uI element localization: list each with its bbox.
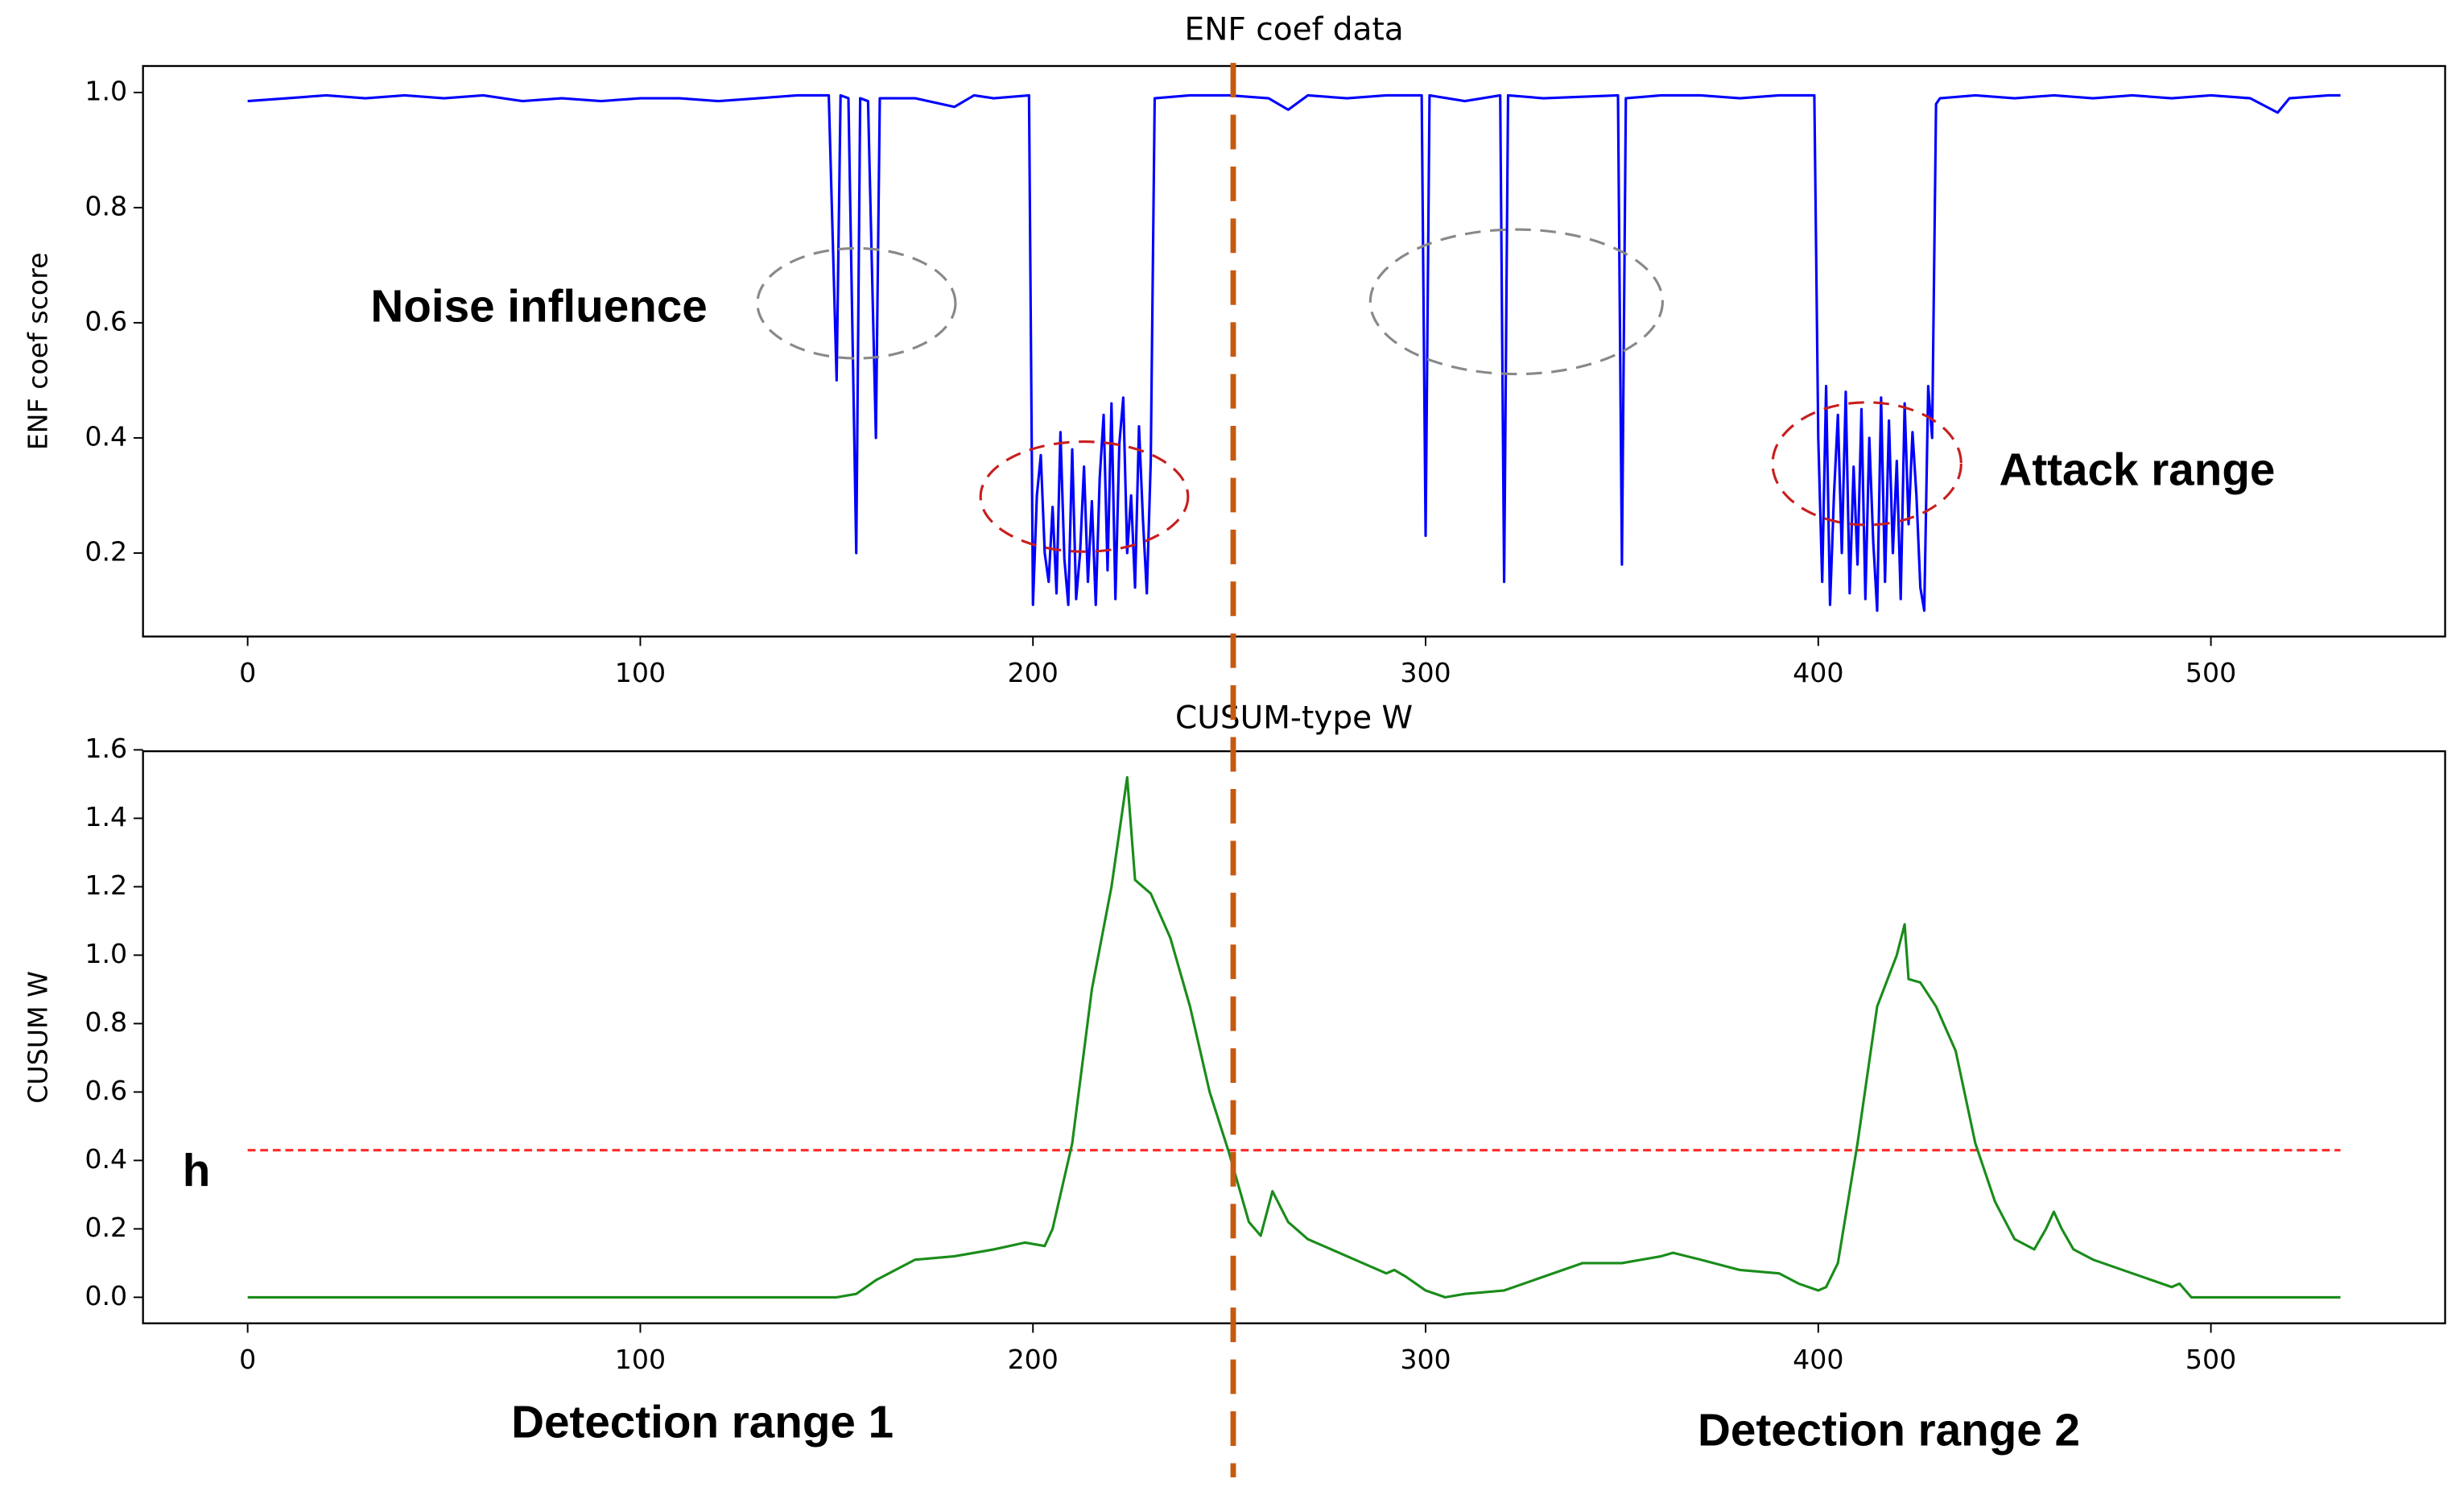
highlight-ellipse bbox=[1771, 401, 1963, 527]
y-tick-label: 0.6 bbox=[85, 305, 127, 337]
y-axis-label: CUSUM W bbox=[22, 971, 53, 1104]
highlight-ellipse bbox=[979, 440, 1190, 553]
chart-title: ENF coef data bbox=[1185, 12, 1404, 48]
x-tick-label: 500 bbox=[2185, 1344, 2236, 1375]
y-tick-label: 0.8 bbox=[85, 190, 127, 221]
x-tick-label: 400 bbox=[1793, 1344, 1843, 1375]
plot-frame bbox=[142, 750, 2446, 1324]
y-tick-label: 1.4 bbox=[85, 801, 127, 832]
x-tick-label: 0 bbox=[239, 657, 256, 688]
annotation: Detection range 1 bbox=[511, 1397, 894, 1448]
x-tick-label: 200 bbox=[1008, 1344, 1059, 1375]
highlight-ellipse bbox=[1368, 228, 1664, 376]
y-tick-label: 0.4 bbox=[85, 1143, 127, 1175]
x-tick-label: 300 bbox=[1400, 657, 1451, 688]
highlight-ellipse bbox=[756, 246, 957, 360]
y-tick-label: 1.2 bbox=[85, 869, 127, 901]
annotation: Attack range bbox=[1999, 444, 2275, 495]
x-tick-label: 100 bbox=[615, 657, 666, 688]
annotation: Detection range 2 bbox=[1698, 1404, 2080, 1455]
annotation: Noise influence bbox=[370, 281, 707, 332]
x-tick-label: 500 bbox=[2185, 657, 2236, 688]
x-tick-label: 100 bbox=[615, 1344, 666, 1375]
x-tick-label: 400 bbox=[1793, 657, 1843, 688]
chart-title: CUSUM-type W bbox=[1175, 700, 1413, 737]
y-tick-label: 0.2 bbox=[85, 1212, 127, 1243]
y-tick-label: 1.0 bbox=[85, 938, 127, 969]
data-line bbox=[247, 775, 2341, 1299]
y-tick-label: 0.6 bbox=[85, 1075, 127, 1106]
data-line bbox=[247, 93, 2341, 613]
y-tick-label: 1.6 bbox=[85, 733, 127, 764]
y-tick-label: 0.0 bbox=[85, 1280, 127, 1311]
plot-frame bbox=[142, 64, 2446, 638]
y-tick-label: 0.4 bbox=[85, 420, 127, 452]
x-tick-label: 300 bbox=[1400, 1344, 1451, 1375]
y-axis-label: ENF coef score bbox=[22, 252, 53, 450]
x-tick-label: 200 bbox=[1008, 657, 1059, 688]
x-tick-label: 0 bbox=[239, 1344, 256, 1375]
y-tick-label: 1.0 bbox=[85, 75, 127, 106]
y-tick-label: 0.8 bbox=[85, 1006, 127, 1038]
y-tick-label: 0.2 bbox=[85, 535, 127, 567]
annotation: h bbox=[183, 1145, 211, 1196]
